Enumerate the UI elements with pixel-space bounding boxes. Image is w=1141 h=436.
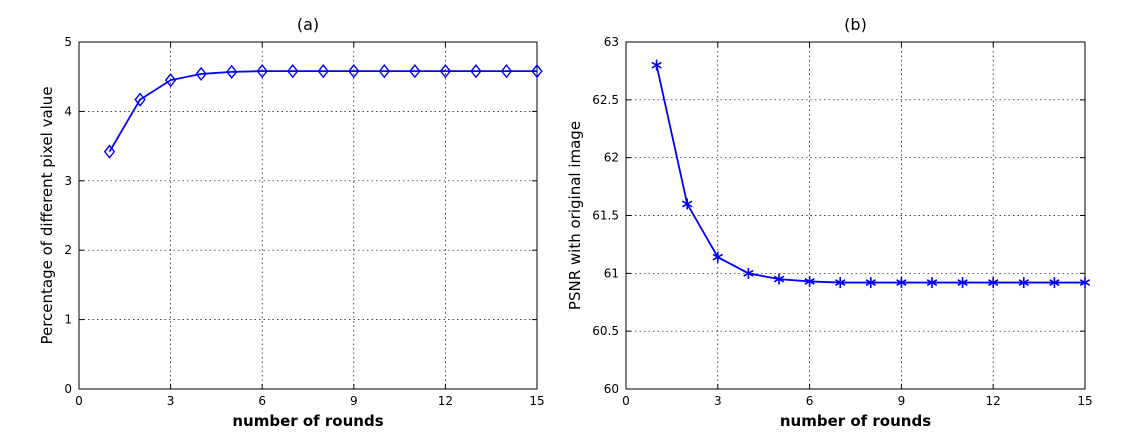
data-point-diamond <box>195 66 207 82</box>
chart-title: (a) <box>297 15 319 34</box>
y-tick-label: 63 <box>604 35 619 49</box>
asterisk-stroke <box>651 61 662 69</box>
asterisk-stroke <box>926 279 938 287</box>
y-tick-label: 62 <box>604 151 619 165</box>
x-tick-label: 15 <box>529 394 544 408</box>
y-tick-label: 0 <box>64 382 72 396</box>
asterisk-stroke <box>712 253 723 261</box>
y-axis-label: PSNR with original image <box>566 121 584 310</box>
x-tick-label: 6 <box>258 394 266 408</box>
asterisk-stroke <box>773 275 785 283</box>
data-point-diamond <box>531 64 543 79</box>
data-point-diamond <box>378 64 391 79</box>
data-point-diamond <box>470 64 482 79</box>
data-point-asterisk <box>1018 277 1029 289</box>
asterisk-stroke <box>865 279 876 287</box>
x-tick-label: 0 <box>622 394 630 408</box>
x-tick-label: 3 <box>714 394 722 408</box>
data-point-diamond <box>317 64 329 79</box>
data-point-diamond <box>134 92 146 107</box>
asterisk-stroke <box>957 279 968 287</box>
data-point-asterisk <box>988 277 999 289</box>
y-tick-label: 5 <box>64 35 72 49</box>
x-tick-label: 12 <box>438 394 453 408</box>
x-tick-label: 9 <box>898 394 906 408</box>
x-tick-label: 15 <box>1077 394 1092 408</box>
data-point-asterisk <box>712 251 723 263</box>
x-tick-label: 6 <box>806 394 814 408</box>
y-tick-label: 61.5 <box>592 209 619 223</box>
chart-panel-b: 0 3 6 9 12 15 60 60.5 61 61.5 62 62.5 63 (b) number of… <box>566 15 1093 430</box>
asterisk-stroke <box>1049 279 1060 287</box>
data-point-asterisk <box>957 277 968 289</box>
y-tick-label: 62.5 <box>592 93 619 107</box>
x-tick-label: 3 <box>167 394 175 408</box>
data-point-diamond <box>103 144 116 159</box>
data-point-asterisk <box>773 273 785 285</box>
data-point-diamond <box>500 64 513 79</box>
asterisk-stroke <box>743 269 754 277</box>
data-point-asterisk <box>835 277 846 289</box>
asterisk-stroke <box>835 279 846 287</box>
data-point-asterisk <box>926 277 938 289</box>
data-point-asterisk <box>1079 277 1091 289</box>
data-point-diamond <box>348 64 360 79</box>
data-point-asterisk <box>743 267 754 279</box>
y-axis-label: Percentage of different pixel value <box>38 86 56 344</box>
y-tick-label: 60.5 <box>592 324 619 338</box>
data-point-asterisk <box>865 277 876 289</box>
x-tick-label: 0 <box>75 394 83 408</box>
x-axis-label: number of rounds <box>232 412 383 430</box>
data-point-diamond <box>409 64 421 79</box>
y-tick-label: 60 <box>604 382 619 396</box>
y-tick-label: 2 <box>64 243 72 257</box>
asterisk-stroke <box>804 277 815 285</box>
data-point-diamond <box>287 64 299 79</box>
data-point-asterisk <box>804 275 815 287</box>
data-point-asterisk <box>1049 277 1060 289</box>
x-tick-label: 9 <box>350 394 358 408</box>
plot-area <box>78 41 538 390</box>
data-point-diamond <box>225 64 238 79</box>
x-tick-label: 12 <box>986 394 1001 408</box>
y-tick-label: 61 <box>604 266 619 280</box>
chart-title: (b) <box>844 15 867 34</box>
asterisk-stroke <box>682 200 693 208</box>
data-point-asterisk <box>651 59 662 71</box>
y-tick-label: 1 <box>64 313 72 327</box>
y-tick-label: 3 <box>64 174 72 188</box>
asterisk-stroke <box>1018 279 1029 287</box>
data-point-diamond <box>256 64 268 79</box>
series-line <box>108 70 537 153</box>
data-point-diamond <box>439 64 452 79</box>
asterisk-stroke <box>988 279 999 287</box>
asterisk-stroke <box>1079 279 1091 287</box>
data-point-asterisk <box>896 277 907 289</box>
data-point-diamond <box>164 73 177 88</box>
data-point-asterisk <box>682 198 693 210</box>
x-axis-label: number of rounds <box>780 412 931 430</box>
y-tick-label: 4 <box>64 104 72 118</box>
asterisk-stroke <box>896 279 907 287</box>
